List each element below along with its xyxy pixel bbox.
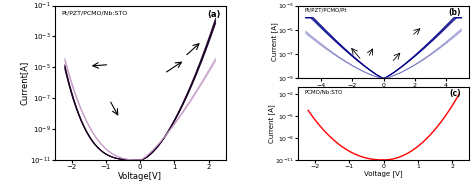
Text: (c): (c) — [449, 89, 461, 98]
X-axis label: Voltage [V]: Voltage [V] — [364, 89, 403, 96]
Y-axis label: Current [A]: Current [A] — [271, 23, 278, 61]
Text: (a): (a) — [208, 10, 221, 19]
Y-axis label: Current[A]: Current[A] — [19, 61, 28, 105]
Text: Pt/PZT/PCMO/Nb:STO: Pt/PZT/PCMO/Nb:STO — [61, 10, 128, 15]
Text: Pt/PZT/PCMO/Pt: Pt/PZT/PCMO/Pt — [305, 8, 347, 13]
Text: (b): (b) — [448, 8, 461, 17]
Y-axis label: Current [A]: Current [A] — [268, 104, 275, 143]
X-axis label: Voltage[V]: Voltage[V] — [118, 171, 162, 181]
Text: PCMO/Nb:STO: PCMO/Nb:STO — [305, 89, 343, 94]
X-axis label: Voltage [V]: Voltage [V] — [364, 171, 403, 177]
